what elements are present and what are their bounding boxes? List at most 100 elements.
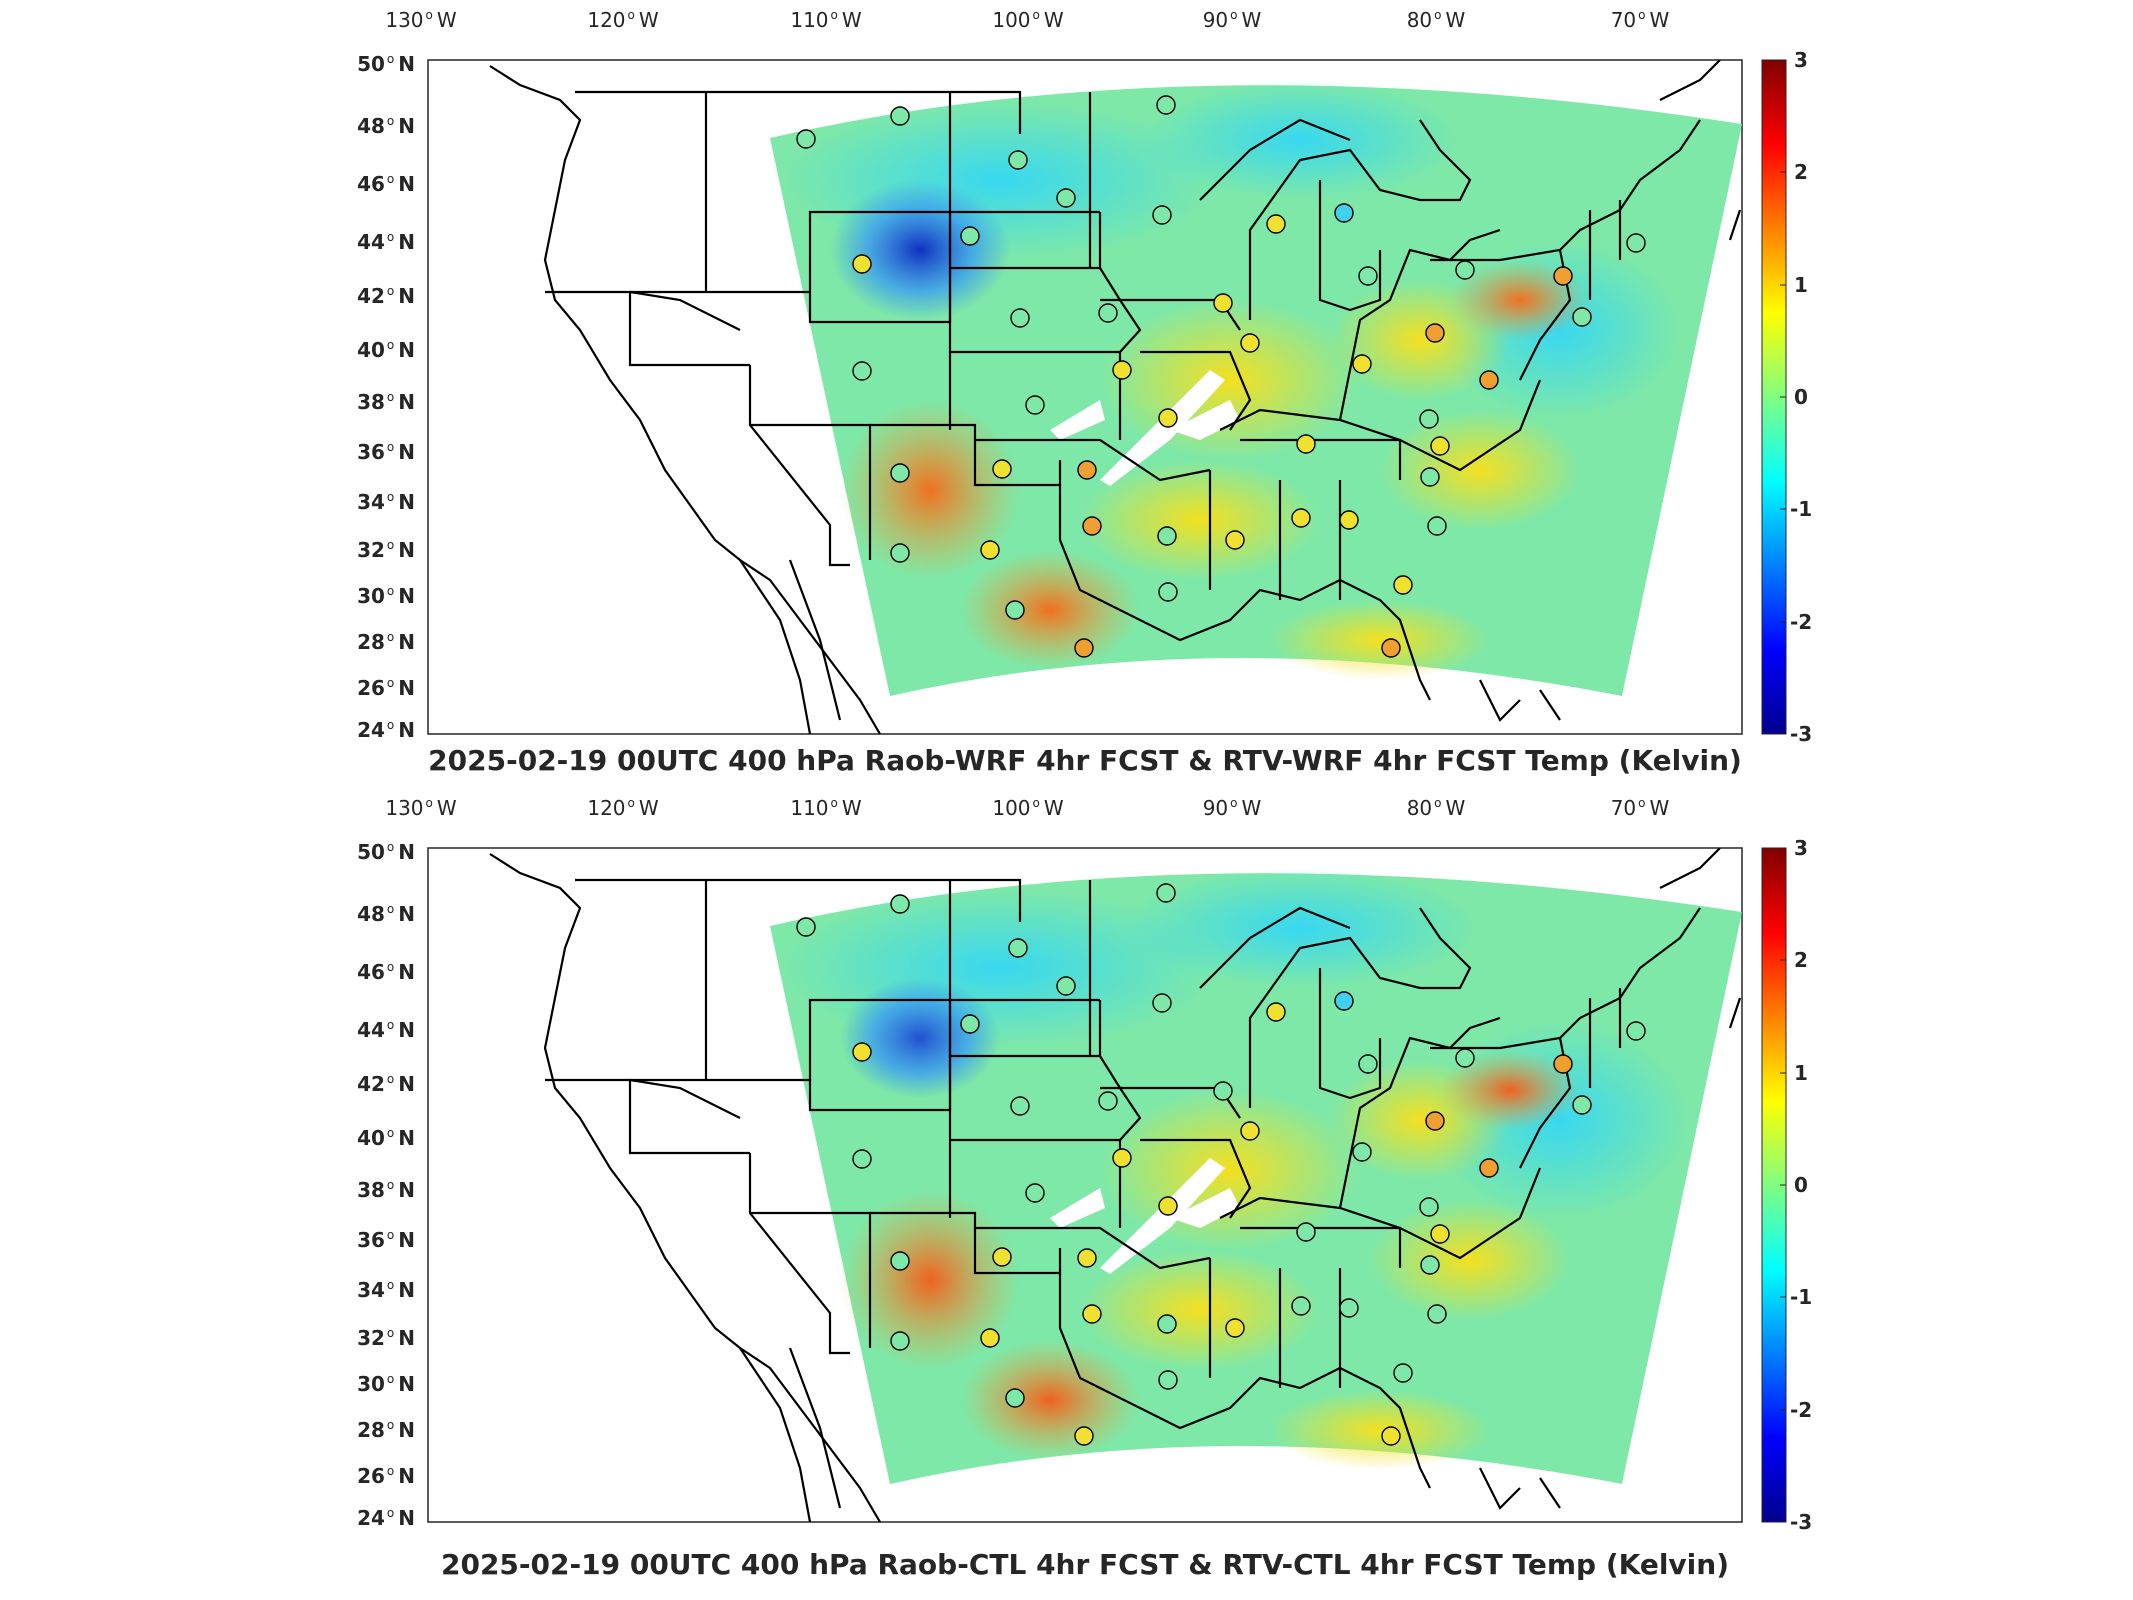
colorbar-label: 2 <box>1794 160 1808 184</box>
station-marker <box>1296 1222 1316 1242</box>
map-plot-top <box>427 59 1787 735</box>
station-marker <box>1420 467 1440 487</box>
station-marker <box>1213 1081 1233 1101</box>
colorbar-label: -3 <box>1790 1510 1813 1534</box>
lon-label: 130 o W <box>385 796 457 820</box>
station-marker <box>890 894 910 914</box>
station-marker <box>852 1042 872 1062</box>
colorbar-label: -2 <box>1790 1398 1813 1422</box>
station-marker <box>1479 1158 1499 1178</box>
station-marker <box>1419 1197 1439 1217</box>
lat-label: 42 o N <box>357 284 415 308</box>
station-marker <box>1025 395 1045 415</box>
station-marker <box>1266 214 1286 234</box>
station-marker <box>1339 1298 1359 1318</box>
station-marker <box>1266 1002 1286 1022</box>
station-marker <box>1393 575 1413 595</box>
lat-label: 34 o N <box>357 1278 415 1302</box>
station-marker <box>1156 883 1176 903</box>
lat-label: 26 o N <box>357 1464 415 1488</box>
lat-label: 50 o N <box>357 52 415 76</box>
station-marker <box>1213 293 1233 313</box>
lat-label: 24 o N <box>357 1506 415 1530</box>
lat-label: 48 o N <box>357 902 415 926</box>
station-marker <box>1381 638 1401 658</box>
station-marker <box>992 1247 1012 1267</box>
station-marker <box>960 1014 980 1034</box>
station-marker <box>1425 323 1445 343</box>
lon-label: 80 o W <box>1406 8 1466 32</box>
station-marker <box>1158 582 1178 602</box>
lat-label: 36 o N <box>357 1228 415 1252</box>
station-marker <box>1157 1314 1177 1334</box>
colorbar-label: 3 <box>1794 48 1808 72</box>
station-marker <box>1425 1111 1445 1131</box>
station-marker <box>980 1328 1000 1348</box>
lat-label: 28 o N <box>357 1418 415 1442</box>
station-marker <box>1291 508 1311 528</box>
lat-label: 38 o N <box>357 1178 415 1202</box>
station-marker <box>852 1149 872 1169</box>
lat-label: 44 o N <box>357 230 415 254</box>
station-marker <box>890 1331 910 1351</box>
colorbar-label: -2 <box>1790 610 1813 634</box>
station-marker <box>1240 1121 1260 1141</box>
station-marker <box>1005 1388 1025 1408</box>
station-marker <box>960 226 980 246</box>
map-panel-bottom: 130 o W 120 o W 110 o W 100 o W 90 o W 80 o W 70 o W 5… <box>0 790 2133 1590</box>
station-marker <box>1352 1142 1372 1162</box>
lat-label: 50 o N <box>357 840 415 864</box>
lat-label: 46 o N <box>357 960 415 984</box>
station-marker <box>1008 150 1028 170</box>
coastline-borders <box>489 60 1742 734</box>
lat-label: 24 o N <box>357 718 415 742</box>
station-marker <box>1420 1255 1440 1275</box>
station-marker <box>1225 1318 1245 1338</box>
station-marker <box>1077 1248 1097 1268</box>
lat-label: 40 o N <box>357 338 415 362</box>
station-marker <box>1626 1021 1646 1041</box>
station-marker <box>1393 1363 1413 1383</box>
station-marker <box>890 463 910 483</box>
station-marker <box>890 106 910 126</box>
lon-label: 70 o W <box>1610 796 1670 820</box>
colorbar-label: 1 <box>1794 1061 1808 1085</box>
station-marker <box>1112 1148 1132 1168</box>
station-marker <box>1077 460 1097 480</box>
station-marker <box>1455 260 1475 280</box>
station-marker <box>796 917 816 937</box>
station-marker <box>1358 1054 1378 1074</box>
station-marker <box>1572 307 1592 327</box>
station-marker <box>1419 409 1439 429</box>
lat-label: 34 o N <box>357 490 415 514</box>
lon-label: 90 o W <box>1202 8 1262 32</box>
station-marker <box>1427 1304 1447 1324</box>
station-marker <box>1025 1183 1045 1203</box>
station-marker <box>1572 1095 1592 1115</box>
lat-label: 32 o N <box>357 1326 415 1350</box>
station-marker <box>1152 205 1172 225</box>
station-marker <box>890 1251 910 1271</box>
lon-label: 100 o W <box>992 796 1064 820</box>
station-marker <box>1082 1304 1102 1324</box>
missing-data-area <box>1050 1158 1240 1274</box>
station-marker <box>1082 516 1102 536</box>
lon-label: 130 o W <box>385 8 457 32</box>
colorbar-label: 2 <box>1794 948 1808 972</box>
station-marker <box>852 254 872 274</box>
map-plot-bottom <box>427 847 1787 1523</box>
station-marker <box>992 459 1012 479</box>
station-marker <box>1056 188 1076 208</box>
lon-label: 110 o W <box>790 8 862 32</box>
missing-data-area <box>1050 370 1240 486</box>
colorbar-label: -3 <box>1790 722 1813 746</box>
station-marker <box>1240 333 1260 353</box>
station-marker <box>1381 1426 1401 1446</box>
station-marker <box>1074 1426 1094 1446</box>
panel-title: 2025-02-19 00UTC 400 hPa Raob-CTL 4hr FC… <box>440 1548 1729 1581</box>
station-marker <box>1553 266 1573 286</box>
station-marker <box>1479 370 1499 390</box>
station-marker <box>1291 1296 1311 1316</box>
station-marker <box>1553 1054 1573 1074</box>
station-marker <box>1158 1370 1178 1390</box>
